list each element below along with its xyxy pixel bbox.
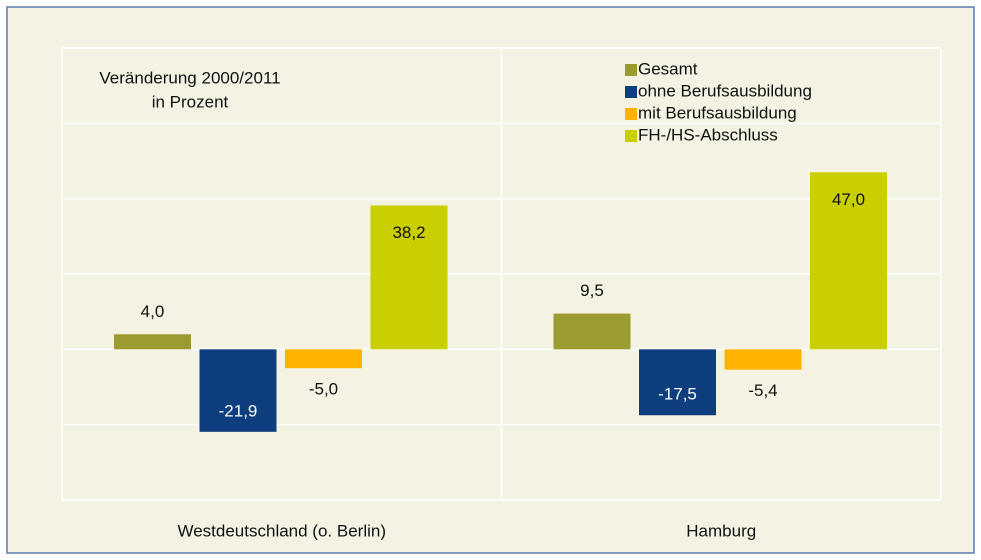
legend-swatch xyxy=(625,86,637,98)
value-label: -21,9 xyxy=(219,401,258,420)
value-label: -5,4 xyxy=(748,381,777,400)
bar xyxy=(553,313,631,350)
legend-label: Gesamt xyxy=(638,59,698,78)
value-label: -5,0 xyxy=(309,380,338,399)
bar xyxy=(114,334,191,350)
legend-swatch xyxy=(625,64,637,76)
value-label: 9,5 xyxy=(580,281,604,300)
legend-swatch xyxy=(625,108,637,120)
legend-label: FH-/HS-Abschluss xyxy=(638,125,778,144)
annotation: in Prozent xyxy=(152,92,229,111)
value-label: 47,0 xyxy=(832,190,865,209)
bar xyxy=(370,205,448,350)
annotation: Veränderung 2000/2011 xyxy=(99,68,280,87)
value-label: -17,5 xyxy=(658,385,697,404)
legend-label: ohne Berufsausbildung xyxy=(638,81,812,100)
bar xyxy=(639,349,716,416)
bar xyxy=(199,349,277,432)
bar xyxy=(810,172,887,350)
bar xyxy=(285,349,362,369)
x-tick-label: Hamburg xyxy=(686,521,756,540)
legend-label: mit Berufsausbildung xyxy=(638,103,797,122)
bar xyxy=(724,349,802,370)
value-label: 4,0 xyxy=(141,302,165,321)
legend-swatch xyxy=(625,130,637,142)
value-label: 38,2 xyxy=(392,223,425,242)
x-tick-label: Westdeutschland (o. Berlin) xyxy=(177,521,386,540)
